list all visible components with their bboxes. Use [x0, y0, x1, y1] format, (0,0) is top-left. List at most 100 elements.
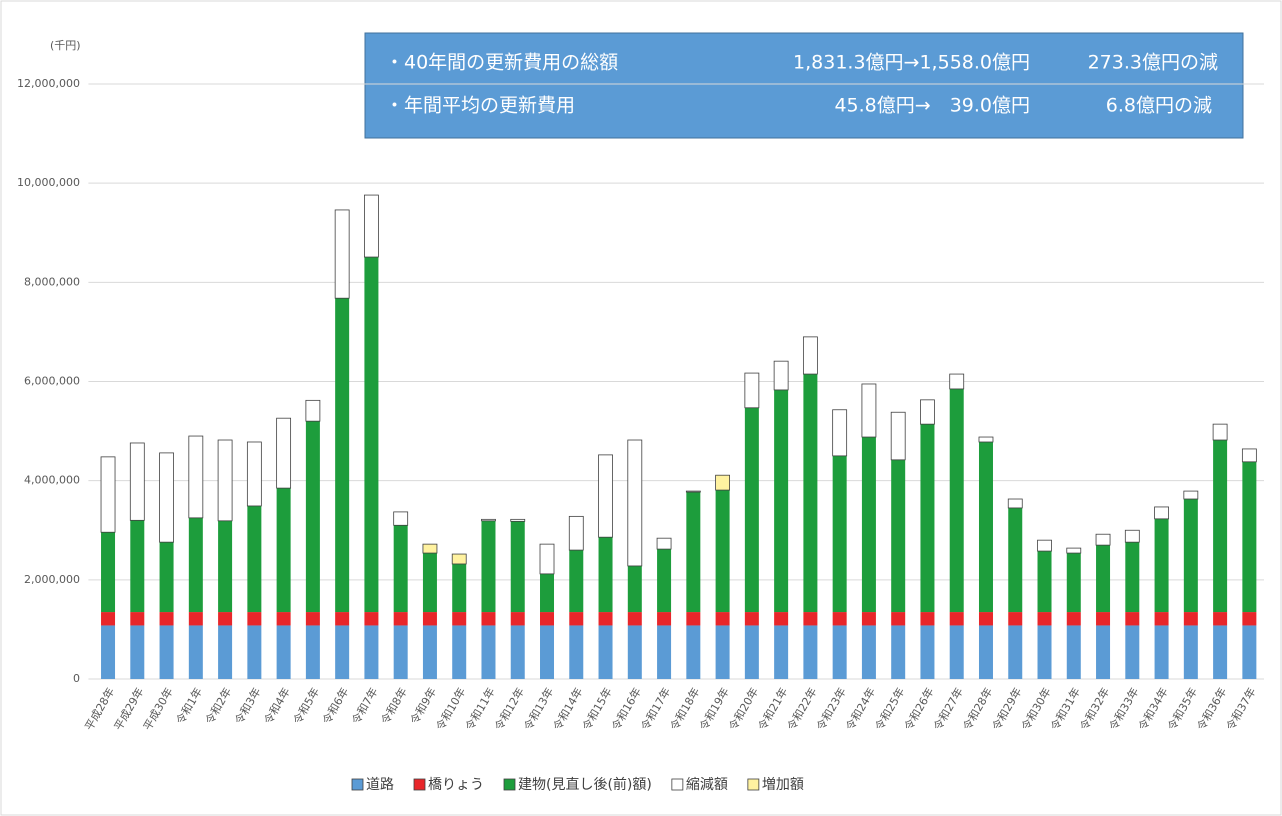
bar-segment — [218, 612, 233, 626]
bar-segment — [744, 372, 760, 409]
bar-segment — [540, 573, 555, 613]
bar-segment — [335, 625, 350, 679]
bar-segment — [100, 456, 116, 533]
bar-segment — [1183, 490, 1199, 500]
bar-segment — [685, 490, 701, 493]
bar-segment — [422, 553, 437, 613]
bar-segment — [1096, 612, 1111, 626]
info-box — [364, 32, 1244, 139]
bar-segment — [305, 612, 320, 626]
bar-segment — [540, 612, 555, 626]
bar-segment — [539, 543, 555, 575]
bar-segment — [335, 298, 350, 613]
bar-segment — [364, 625, 379, 679]
bar-segment — [1096, 545, 1111, 613]
bar-segment — [803, 374, 818, 613]
info-result: 273.3億円の減 — [1088, 52, 1218, 74]
bar-segment — [247, 505, 262, 613]
bar-segment — [978, 625, 993, 679]
legend-text: 建物(見直し後(前)額) — [518, 776, 652, 793]
bar-segment — [364, 194, 379, 258]
bar-segment — [627, 625, 642, 679]
bar-segment — [1242, 612, 1257, 626]
bar-segment — [276, 417, 292, 489]
bar-segment — [101, 532, 116, 613]
bar-segment — [188, 612, 203, 626]
bar-segment — [1037, 612, 1052, 626]
bar-segment — [569, 625, 584, 679]
bar-segment — [305, 399, 321, 422]
y-tick-label: 0 — [73, 672, 80, 685]
bar-segment — [1241, 448, 1257, 463]
bar-segment — [159, 612, 174, 626]
bar-segment — [978, 436, 994, 443]
bar-segment — [101, 612, 116, 626]
bar-segment — [686, 612, 701, 626]
bar-segment — [861, 437, 876, 613]
bar-segment — [1007, 498, 1023, 509]
bar-segment — [627, 612, 642, 626]
bar-segment — [510, 625, 525, 679]
bar-segment — [569, 612, 584, 626]
info-label: ・40年間の更新費用の総額 — [385, 52, 618, 74]
bar-segment — [130, 520, 145, 613]
bar-segment — [832, 612, 847, 626]
bar-segment — [159, 542, 174, 613]
bar-segment — [598, 537, 613, 613]
legend-swatch — [413, 778, 426, 791]
bar-segment — [744, 612, 759, 626]
bar-segment — [452, 612, 467, 626]
bar-segment — [598, 625, 613, 679]
legend-text: 増加額 — [762, 777, 804, 793]
bar-segment — [1154, 625, 1169, 679]
bar-segment — [334, 209, 350, 299]
bar-segment — [276, 625, 291, 679]
bar-segment — [686, 625, 701, 679]
bar-segment — [364, 257, 379, 613]
bar-segment — [1037, 625, 1052, 679]
bar-segment — [1037, 539, 1052, 552]
bar-segment — [276, 612, 291, 626]
bar-segment — [130, 625, 145, 679]
bar-segment — [393, 612, 408, 626]
info-label: ・年間平均の更新費用 — [385, 95, 575, 117]
bar-segment — [305, 421, 320, 613]
bar-segment — [920, 399, 935, 425]
bar-segment — [803, 612, 818, 626]
bar-segment — [715, 625, 730, 679]
bar-segment — [1066, 553, 1081, 613]
bar-segment — [452, 563, 467, 613]
legend-swatch — [503, 778, 516, 791]
bar-segment — [861, 625, 876, 679]
bar-segment — [1154, 518, 1169, 613]
bar-segment — [188, 625, 203, 679]
bar-segment — [246, 441, 262, 507]
legend-swatch — [351, 778, 364, 791]
bar-segment — [188, 435, 204, 519]
bar-segment — [949, 388, 964, 613]
y-tick-label: 6,000,000 — [24, 375, 80, 388]
bar-segment — [890, 411, 906, 461]
bar-segment — [832, 409, 848, 457]
bar-segment — [773, 360, 789, 391]
bar-segment — [920, 625, 935, 679]
bar-segment — [949, 612, 964, 626]
bar-segment — [481, 518, 496, 522]
bar-segment — [393, 511, 409, 526]
bar-segment — [568, 515, 584, 551]
y-tick-label: 8,000,000 — [24, 275, 80, 288]
bar-segment — [422, 612, 437, 626]
y-unit-label: (千円) — [50, 39, 81, 52]
bar-segment — [130, 612, 145, 626]
bar-segment — [1213, 625, 1228, 679]
bar-segment — [217, 439, 233, 522]
bar-segment — [627, 439, 643, 567]
bar-segment — [422, 625, 437, 679]
bar-segment — [1125, 612, 1140, 626]
bar-segment — [1125, 542, 1140, 613]
bar-segment — [891, 625, 906, 679]
bar-segment — [393, 625, 408, 679]
bar-segment — [393, 525, 408, 613]
bar-segment — [802, 336, 818, 375]
